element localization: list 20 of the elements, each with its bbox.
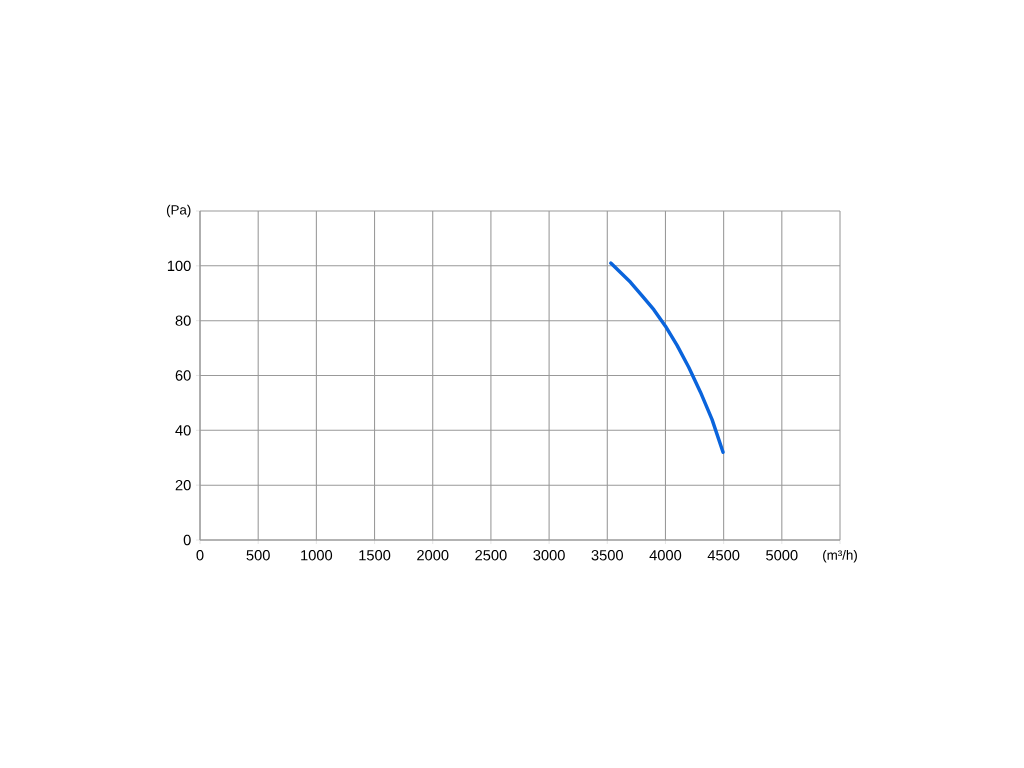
y-tick-label: 40 <box>175 425 191 436</box>
x-tick-label: 1500 <box>359 550 391 561</box>
x-tick-label: 4000 <box>649 550 682 561</box>
y-tick-label: 100 <box>167 260 191 272</box>
x-tick-label: 5000 <box>766 550 798 561</box>
x-tick-label: 3500 <box>591 550 623 561</box>
y-tick-label: 60 <box>175 370 191 381</box>
x-tick-label: 3000 <box>533 550 565 561</box>
x-tick-label: 2000 <box>417 550 449 561</box>
y-tick-label: 20 <box>175 479 191 491</box>
y-tick-label: 80 <box>175 315 191 326</box>
x-tick-label: 4500 <box>707 550 740 561</box>
x-tick-label: 1000 <box>301 550 333 561</box>
line-series <box>609 261 725 455</box>
y-axis-title: (Pa) <box>166 204 191 218</box>
x-tick-label: 2500 <box>475 550 507 561</box>
x-tick-label: 500 <box>246 550 270 561</box>
x-tick-label: 0 <box>196 550 204 561</box>
x-axis-title: (m³/h) <box>823 550 857 563</box>
y-tick-label: 0 <box>183 534 191 546</box>
